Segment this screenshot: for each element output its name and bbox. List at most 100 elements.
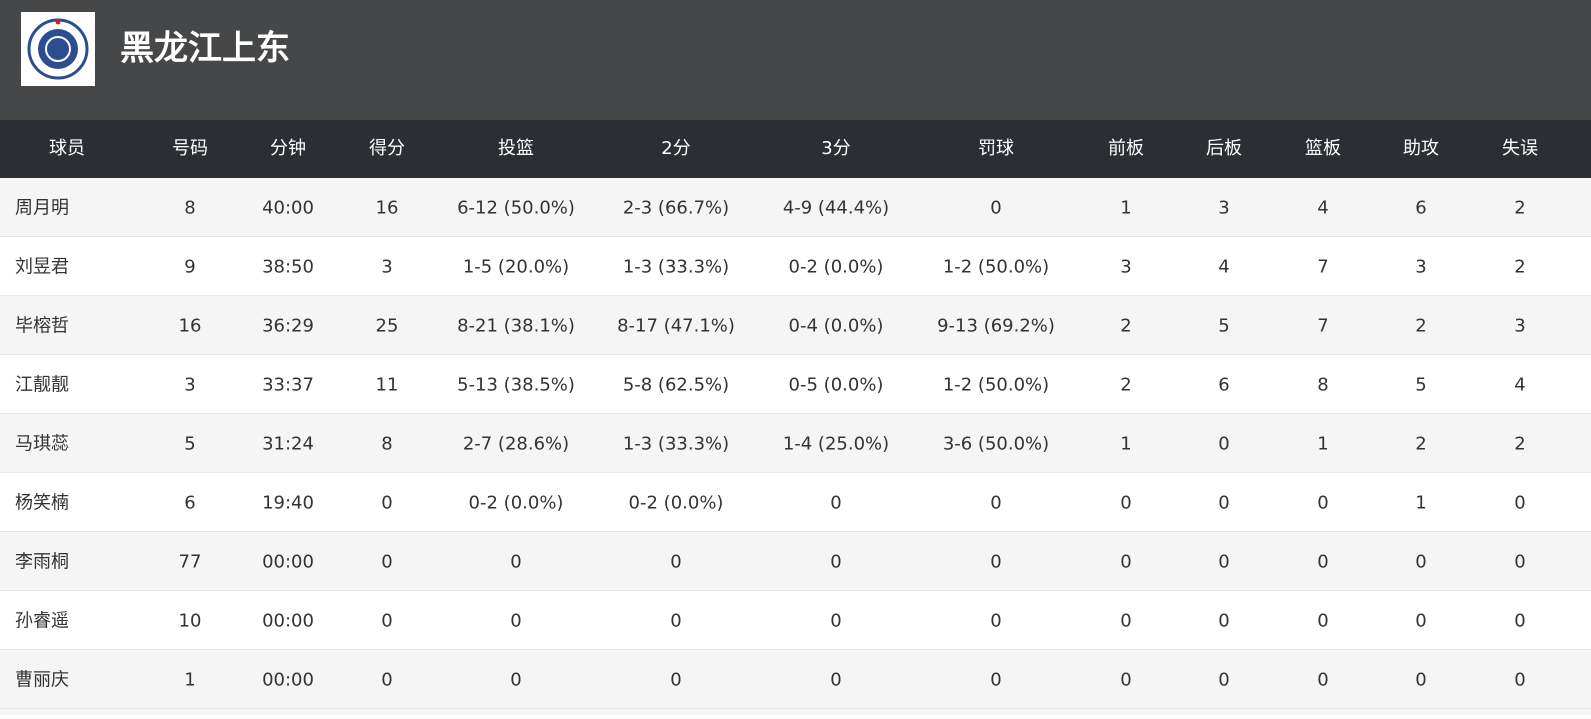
column-header: 得分	[369, 138, 405, 159]
table-row	[0, 296, 1591, 355]
stat-cell: 3	[1415, 257, 1426, 278]
stat-cell: 10	[179, 611, 202, 632]
stat-cell: 1	[1317, 434, 1328, 455]
stat-cell: 1	[1120, 198, 1131, 219]
stat-cell: 1-4 (25.0%)	[783, 434, 889, 455]
stat-cell: 0	[1218, 493, 1229, 514]
stat-cell: 2-3 (66.7%)	[623, 198, 729, 219]
stat-cell: 9-13 (69.2%)	[937, 316, 1055, 337]
stat-cell: 7	[1317, 316, 1328, 337]
column-header: 失误	[1502, 138, 1538, 159]
player-name: 马琪蕊	[15, 434, 69, 455]
stat-cell: 0	[1514, 552, 1525, 573]
stat-cell: 5	[1218, 316, 1229, 337]
column-header: 2分	[661, 138, 690, 159]
stat-cell: 19:40	[262, 493, 314, 514]
player-name: 毕榕哲	[15, 316, 69, 337]
stat-cell: 0	[1317, 670, 1328, 691]
team-title: 黑龙江上东	[120, 29, 290, 69]
stat-cell: 2-7 (28.6%)	[463, 434, 569, 455]
stat-cell: 0	[1120, 493, 1131, 514]
stat-cell: 0	[1218, 611, 1229, 632]
stat-cell: 5	[184, 434, 195, 455]
stat-cell: 40:00	[262, 198, 314, 219]
logo-core	[38, 29, 78, 69]
stat-cell: 0	[830, 493, 841, 514]
stat-cell: 0	[1415, 611, 1426, 632]
stat-cell: 6	[1218, 375, 1229, 396]
stat-cell: 16	[179, 316, 202, 337]
stat-cell: 0	[1218, 670, 1229, 691]
table-row	[0, 237, 1591, 296]
stat-cell: 6	[1415, 198, 1426, 219]
stat-cell: 0	[1120, 670, 1131, 691]
stat-cell: 3	[1514, 316, 1525, 337]
stat-cell: 0	[1317, 552, 1328, 573]
table-row	[0, 591, 1591, 650]
table-row	[0, 532, 1591, 591]
stat-cell: 0	[1317, 611, 1328, 632]
table-row	[0, 650, 1591, 715]
stat-cell: 33:37	[262, 375, 314, 396]
stat-cell: 1-2 (50.0%)	[943, 375, 1049, 396]
stat-cell: 38:50	[262, 257, 314, 278]
stat-cell: 3	[1120, 257, 1131, 278]
stat-cell: 8	[184, 198, 195, 219]
stat-cell: 0-2 (0.0%)	[789, 257, 884, 278]
stat-cell: 0	[830, 611, 841, 632]
stat-cell: 36:29	[262, 316, 314, 337]
player-name: 李雨桐	[15, 552, 69, 573]
stat-cell: 0	[1514, 670, 1525, 691]
player-name: 杨笑楠	[15, 493, 69, 514]
stat-cell: 00:00	[262, 670, 314, 691]
stat-cell: 0-5 (0.0%)	[789, 375, 884, 396]
table-header	[0, 120, 1591, 178]
stat-cell: 8	[381, 434, 392, 455]
stat-cell: 0	[510, 611, 521, 632]
stat-cell: 3	[1218, 198, 1229, 219]
stat-cell: 6	[184, 493, 195, 514]
column-header: 球员	[49, 138, 85, 159]
player-name: 刘昱君	[15, 257, 69, 278]
stat-cell: 0	[1415, 552, 1426, 573]
table-row	[0, 414, 1591, 473]
table-row	[0, 473, 1591, 532]
stat-cell: 4	[1514, 375, 1525, 396]
stat-cell: 0	[670, 670, 681, 691]
stat-cell: 1	[1415, 493, 1426, 514]
table-row	[0, 178, 1591, 237]
logo-mark	[45, 36, 71, 62]
stat-cell: 2	[1514, 434, 1525, 455]
stat-cell: 0-2 (0.0%)	[469, 493, 564, 514]
stat-cell: 2	[1120, 316, 1131, 337]
column-header: 前板	[1108, 138, 1144, 159]
stat-cell: 1	[184, 670, 195, 691]
stat-cell: 0	[1514, 493, 1525, 514]
stat-cell: 0	[1120, 552, 1131, 573]
stat-cell: 0	[990, 552, 1001, 573]
stat-cell: 0	[381, 611, 392, 632]
stat-cell: 8-21 (38.1%)	[457, 316, 575, 337]
stat-cell: 4	[1218, 257, 1229, 278]
stat-cell: 0	[990, 198, 1001, 219]
stat-cell: 2	[1415, 434, 1426, 455]
stat-cell: 1	[1120, 434, 1131, 455]
stat-cell: 0	[381, 670, 392, 691]
column-header: 号码	[172, 138, 208, 159]
player-name: 孙睿遥	[15, 611, 69, 632]
player-name: 周月明	[15, 198, 69, 219]
player-name: 曹丽庆	[15, 670, 69, 691]
stat-cell: 1-3 (33.3%)	[623, 434, 729, 455]
column-header: 3分	[821, 138, 850, 159]
stat-cell: 0	[990, 670, 1001, 691]
stat-cell: 00:00	[262, 552, 314, 573]
column-header: 罚球	[978, 138, 1014, 159]
stat-cell: 5	[1415, 375, 1426, 396]
stat-cell: 1-2 (50.0%)	[943, 257, 1049, 278]
team-header	[0, 0, 1591, 120]
column-header: 后板	[1206, 138, 1242, 159]
column-header: 助攻	[1403, 138, 1439, 159]
stat-cell: 0	[1218, 434, 1229, 455]
